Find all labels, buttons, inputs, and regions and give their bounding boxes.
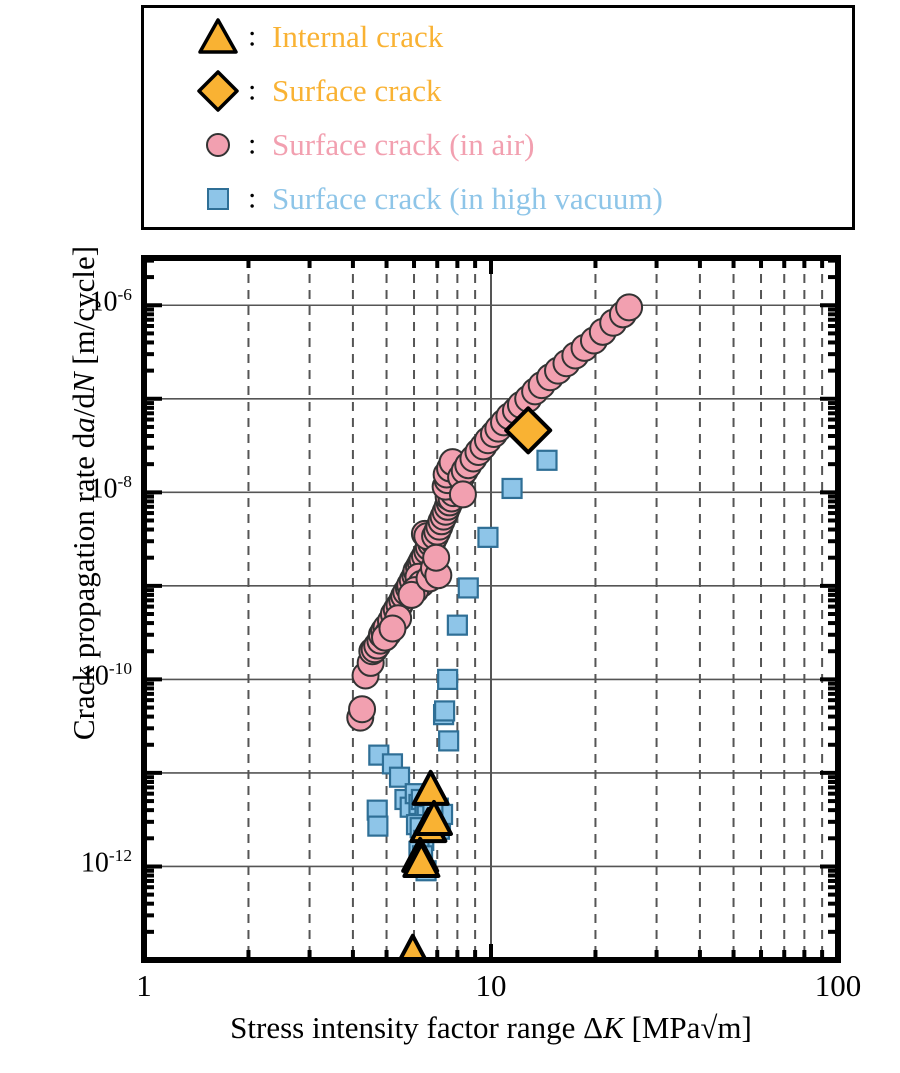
- data-point: [378, 614, 407, 643]
- legend-label: Internal crack: [272, 18, 444, 54]
- series-triangle: [397, 769, 453, 960]
- legend-label: Surface crack (in high vacuum): [272, 180, 663, 216]
- data-point: [397, 580, 426, 609]
- data-point: [501, 477, 523, 500]
- data-point: [411, 769, 450, 806]
- legend-separator: :: [248, 73, 257, 107]
- square-marker-icon: [196, 177, 240, 221]
- legend-item-surface-crack-in-high-vacuum: : Surface crack (in high vacuum): [144, 174, 852, 224]
- y-tick-label: 10-12: [80, 846, 132, 879]
- data-point: [397, 933, 428, 960]
- data-point: [348, 695, 377, 724]
- series-diamond: [504, 406, 553, 455]
- x-axis-title: Stress intensity factor range ΔK [MPa√m]: [230, 1010, 752, 1045]
- data-point: [388, 766, 411, 788]
- x-tick-label: 100: [814, 968, 862, 1003]
- x-tick-label: 1: [136, 968, 152, 1003]
- circle-marker-icon: [196, 123, 240, 167]
- data-point: [434, 700, 456, 722]
- y-tick-label: 10-8: [89, 472, 132, 505]
- data-point: [615, 293, 644, 322]
- data-point: [422, 543, 451, 572]
- legend-separator: :: [248, 127, 257, 161]
- legend-item-internal-crack: : Internal crack: [144, 12, 852, 62]
- data-point: [536, 449, 558, 471]
- x-tick-label: 10: [475, 968, 507, 1003]
- triangle-marker-icon: [196, 15, 240, 59]
- legend-item-surface-crack-in-air: : Surface crack (in air): [144, 120, 852, 170]
- legend-label: Surface crack: [272, 72, 442, 108]
- y-tick-label: 10-10: [80, 659, 132, 692]
- diamond-marker-icon: [196, 69, 240, 113]
- series-circle: [346, 293, 644, 732]
- legend: : Internal crack : Surface crack : Surfa…: [141, 5, 855, 230]
- data-point: [457, 577, 479, 599]
- data-point: [448, 480, 477, 509]
- legend-item-surface-crack: : Surface crack: [144, 66, 852, 116]
- data-point: [504, 406, 553, 455]
- y-tick-label: 10-6: [89, 285, 132, 318]
- legend-separator: :: [248, 181, 257, 215]
- legend-label: Surface crack (in air): [272, 126, 535, 162]
- data-point: [477, 526, 499, 548]
- data-point: [367, 815, 389, 837]
- legend-separator: :: [248, 19, 257, 53]
- data-point: [437, 668, 459, 690]
- data-point: [414, 799, 453, 836]
- data-point: [402, 842, 441, 879]
- data-point: [446, 614, 468, 636]
- data-point: [438, 730, 460, 752]
